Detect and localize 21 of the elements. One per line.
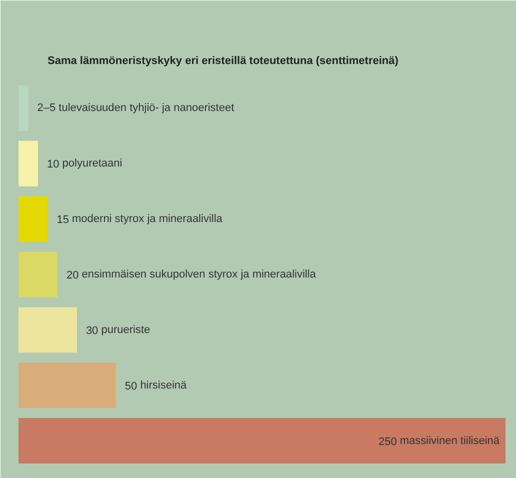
bar (18, 307, 77, 353)
data-label: 250 (378, 436, 397, 448)
data-label: 50 (124, 380, 138, 392)
bar (18, 252, 58, 298)
y-tick-label: tulevaisuuden tyhjiö- ja nanoeristeet (58, 102, 234, 114)
bar (18, 362, 116, 408)
y-tick-label: moderni styrox ja mineraalivilla (72, 213, 224, 226)
y-tick-label: massiivinen tiiliseinä (400, 434, 500, 447)
y-tick-label: ensimmäisen sukupolven styrox ja mineraalivilla (82, 268, 317, 280)
y-tick-label: purueriste (101, 324, 150, 336)
chart-title: Sama lämmöneristyskyky eri eristeillä toteutettuna (senttimetreinä) (48, 55, 399, 67)
bar (18, 418, 506, 464)
data-label: 15 (56, 214, 69, 226)
y-tick-label: hirsiseinä (140, 379, 188, 392)
data-label: 10 (46, 158, 60, 171)
data-label: 2–5 (37, 102, 56, 114)
data-label: 20 (66, 270, 79, 282)
y-tick-label: polyuretaani (62, 158, 122, 170)
bar (18, 196, 48, 242)
bar (18, 140, 38, 186)
data-label: 30 (86, 324, 98, 337)
